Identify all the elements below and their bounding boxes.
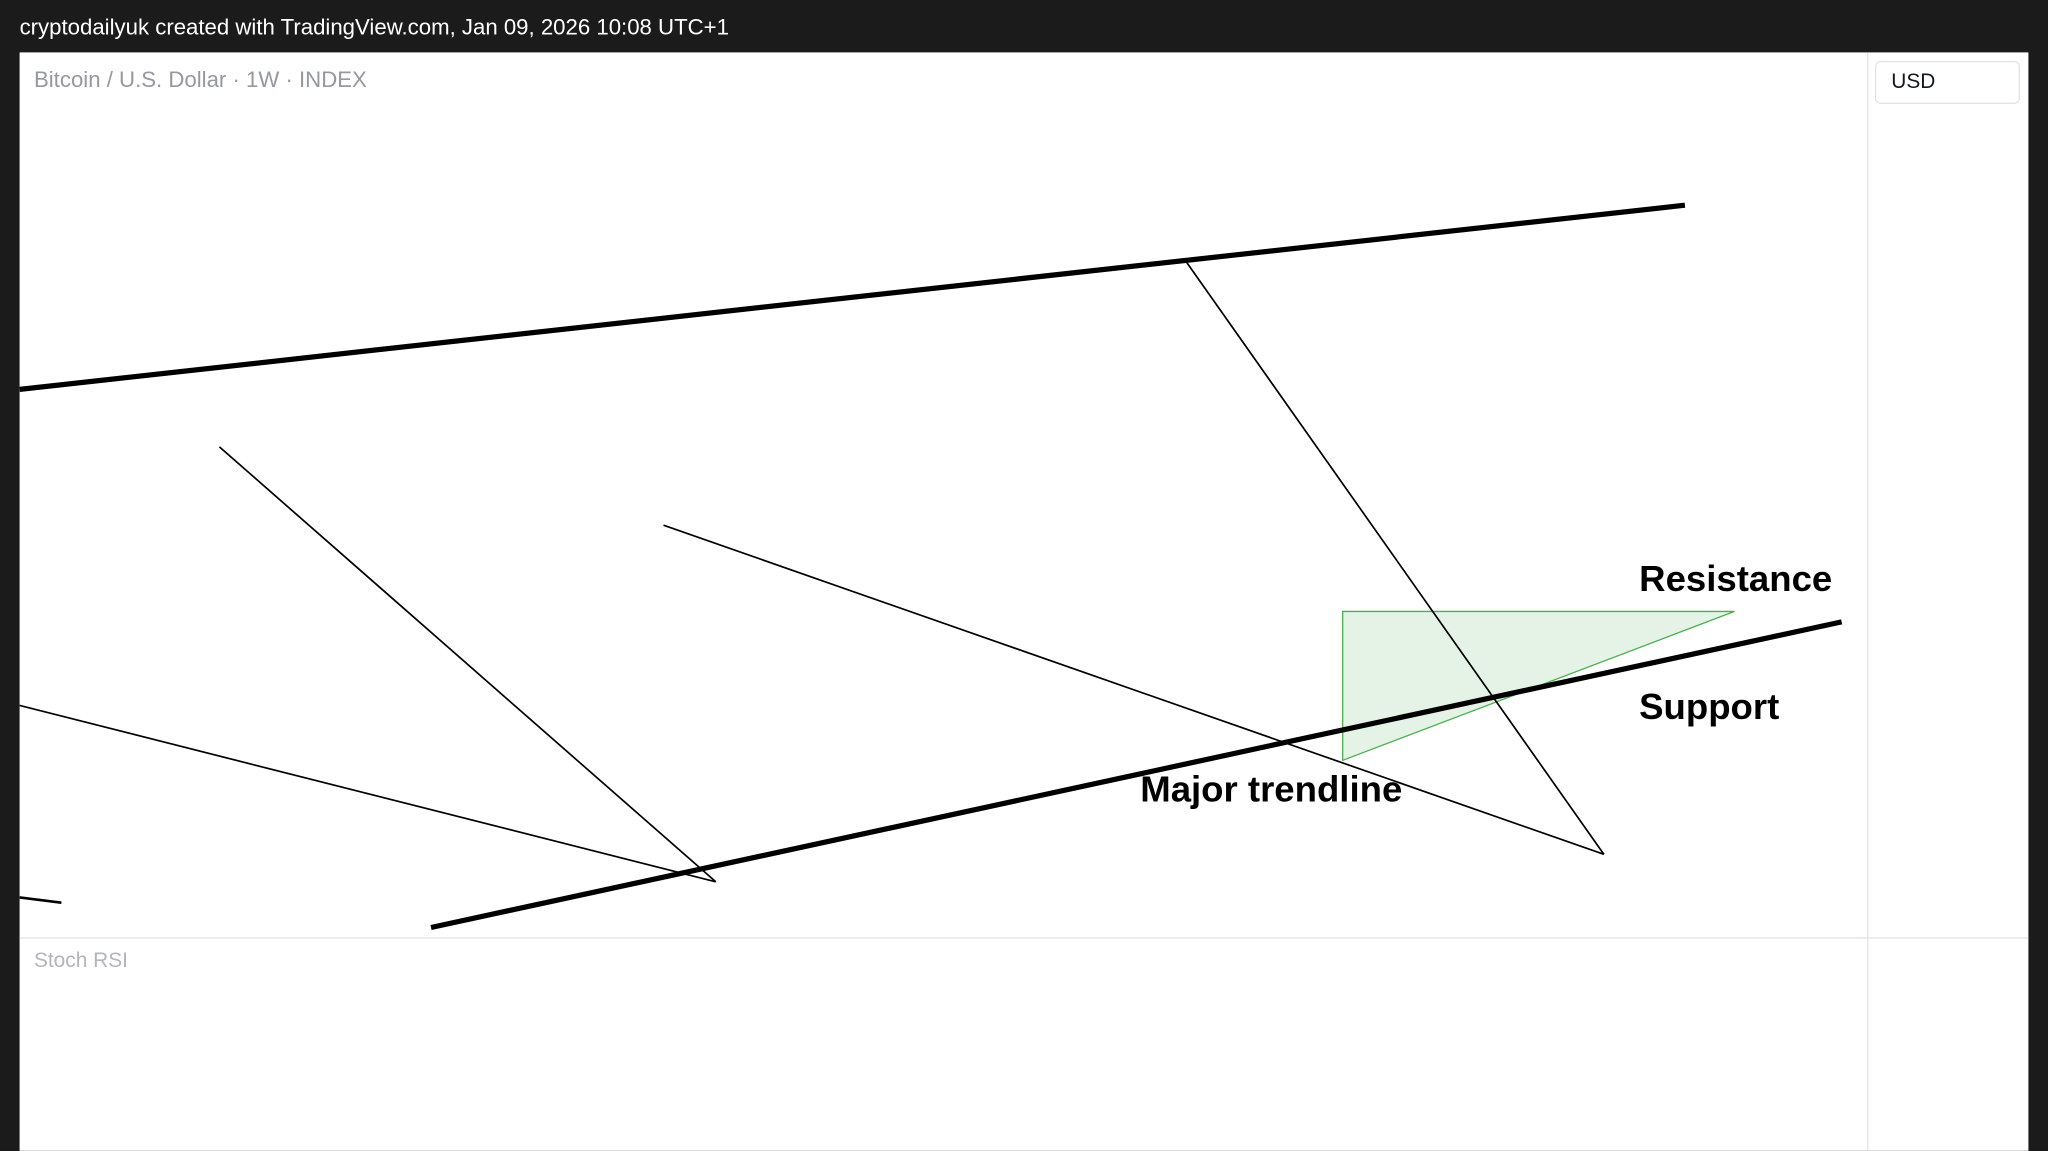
currency-button[interactable] bbox=[1874, 60, 2020, 104]
channel-top bbox=[19, 202, 1686, 392]
wedge-line bbox=[218, 446, 717, 883]
wedge-line bbox=[1185, 260, 1605, 855]
header-text: cryptodailyuk created with TradingView.c… bbox=[20, 15, 729, 40]
annotation: Major trendline bbox=[1140, 768, 1402, 809]
wedge-line bbox=[663, 524, 1605, 856]
chart-title: Bitcoin / U.S. Dollar · 1W · INDEX bbox=[34, 67, 367, 92]
wedge-line bbox=[19, 704, 716, 883]
annotation: Resistance bbox=[1639, 558, 1832, 599]
major-trendline bbox=[430, 619, 1843, 931]
drawings bbox=[19, 202, 1843, 931]
currency-label[interactable]: USD bbox=[1891, 70, 1935, 93]
indicator-title: Stoch RSI bbox=[34, 949, 128, 972]
trend-line bbox=[19, 896, 62, 904]
annotation: Support bbox=[1639, 686, 1779, 727]
chart-area bbox=[19, 52, 2029, 1151]
